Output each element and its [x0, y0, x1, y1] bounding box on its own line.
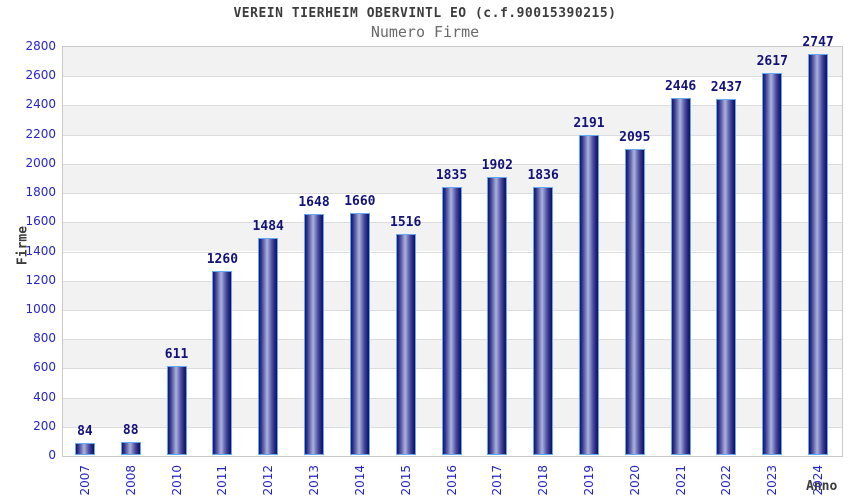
bar-value-label: 1835	[435, 167, 468, 183]
bar-2007	[74, 442, 95, 455]
y-tick-label: 1400	[25, 243, 56, 258]
bar-2017	[487, 177, 508, 455]
bar-2008	[120, 442, 141, 455]
plot-band	[63, 105, 842, 135]
chart-title: VEREIN TIERHEIM OBERVINTL EO (c.f.900153…	[233, 6, 617, 21]
bar-value-label: 84	[77, 423, 93, 439]
bar-value-label: 2747	[802, 34, 834, 50]
y-tick-label: 2800	[25, 39, 56, 53]
y-tick-label: 1600	[25, 214, 56, 229]
bar-2011	[212, 270, 233, 455]
x-tick-label: 2013	[307, 465, 322, 496]
x-tick-label: 2011	[215, 465, 230, 496]
bar-value-label: 1516	[390, 214, 422, 230]
x-axis-title: Anno	[806, 479, 838, 494]
bar-2024	[808, 53, 829, 455]
x-tick-label: 2019	[581, 465, 596, 496]
x-tick-label: 2023	[765, 465, 780, 496]
y-tick-label: 800	[33, 331, 56, 346]
gridline	[63, 163, 842, 165]
x-tick-label: 2012	[261, 465, 276, 496]
y-tick-label: 200	[33, 418, 56, 433]
bar-2023	[762, 72, 783, 455]
x-tick-label: 2010	[169, 465, 184, 496]
bar-2020	[624, 148, 645, 455]
bar-2015	[395, 233, 416, 455]
y-tick-label: 2200	[25, 126, 56, 141]
y-tick-label: 1200	[25, 272, 56, 287]
x-tick-label: 2018	[536, 465, 551, 496]
y-axis-title: Firme	[15, 225, 31, 266]
bar-value-label: 2437	[710, 80, 743, 96]
bar-value-label: 2617	[756, 53, 788, 69]
bar-value-label: 1902	[481, 158, 513, 174]
x-tick-label: 2008	[123, 465, 138, 496]
bar-2016	[441, 186, 462, 455]
bar-2014	[349, 212, 370, 455]
x-tick-label: 2017	[490, 465, 505, 496]
bar-value-label: 2095	[619, 129, 651, 145]
y-tick-label: 600	[33, 360, 56, 375]
x-tick-label: 2016	[444, 465, 459, 496]
gridline	[63, 76, 842, 78]
y-tick-label: 2000	[25, 155, 56, 170]
bar-value-label: 2191	[573, 115, 605, 131]
x-tick-label: 2021	[673, 465, 688, 496]
y-tick-label: 1000	[25, 301, 56, 316]
bar-value-label: 1260	[206, 251, 239, 267]
plot-band	[63, 47, 842, 77]
bar-2019	[578, 134, 599, 455]
y-tick-label: 2400	[25, 97, 56, 112]
chart-subtitle: Numero Firme	[370, 23, 480, 41]
bar-2012	[258, 238, 279, 455]
y-tick-label: 2600	[25, 68, 56, 83]
bar-2013	[304, 214, 325, 455]
gridline	[63, 105, 842, 107]
bar-2022	[716, 99, 737, 455]
x-tick-label: 2014	[352, 465, 367, 496]
bar-value-label: 611	[164, 346, 189, 362]
bar-value-label: 88	[122, 423, 139, 439]
bar-value-label: 1484	[252, 219, 284, 235]
x-tick-label: 2007	[77, 465, 92, 496]
x-tick-label: 2020	[627, 465, 642, 496]
bar-value-label: 1648	[298, 195, 330, 211]
y-tick-label: 400	[33, 389, 56, 404]
bar-value-label: 1836	[527, 167, 559, 183]
gridline	[63, 134, 842, 136]
x-tick-label: 2015	[398, 465, 413, 496]
bar-2010	[166, 365, 187, 455]
bar-2021	[670, 97, 691, 455]
bar-value-label: 2446	[664, 78, 697, 94]
bar-2018	[533, 186, 554, 455]
x-tick-label: 2022	[719, 465, 734, 496]
y-tick-label: 1800	[25, 185, 56, 200]
y-tick-label: 0	[48, 448, 56, 462]
bar-value-label: 1660	[344, 193, 376, 209]
plot-area	[62, 46, 843, 457]
